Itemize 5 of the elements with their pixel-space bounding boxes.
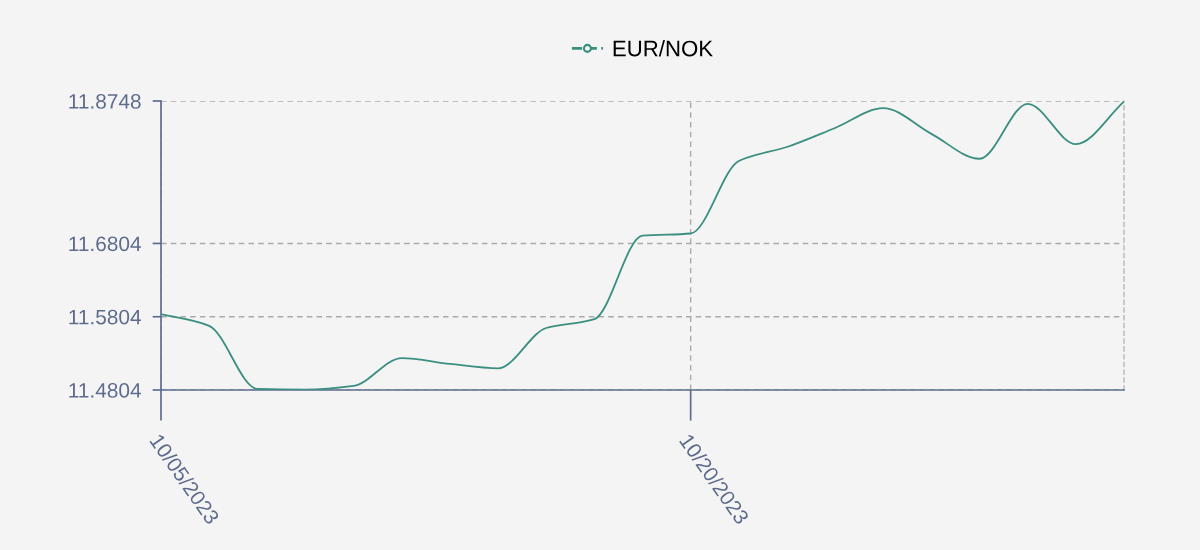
- y-tick-label: 11.6804: [69, 236, 141, 252]
- y-tick-label: 11.8748: [69, 94, 141, 109]
- y-tick-label: 11.4804: [69, 383, 141, 398]
- y-tick-label: 11.5804: [69, 309, 141, 325]
- legend-label: EUR/NOK: [613, 40, 713, 57]
